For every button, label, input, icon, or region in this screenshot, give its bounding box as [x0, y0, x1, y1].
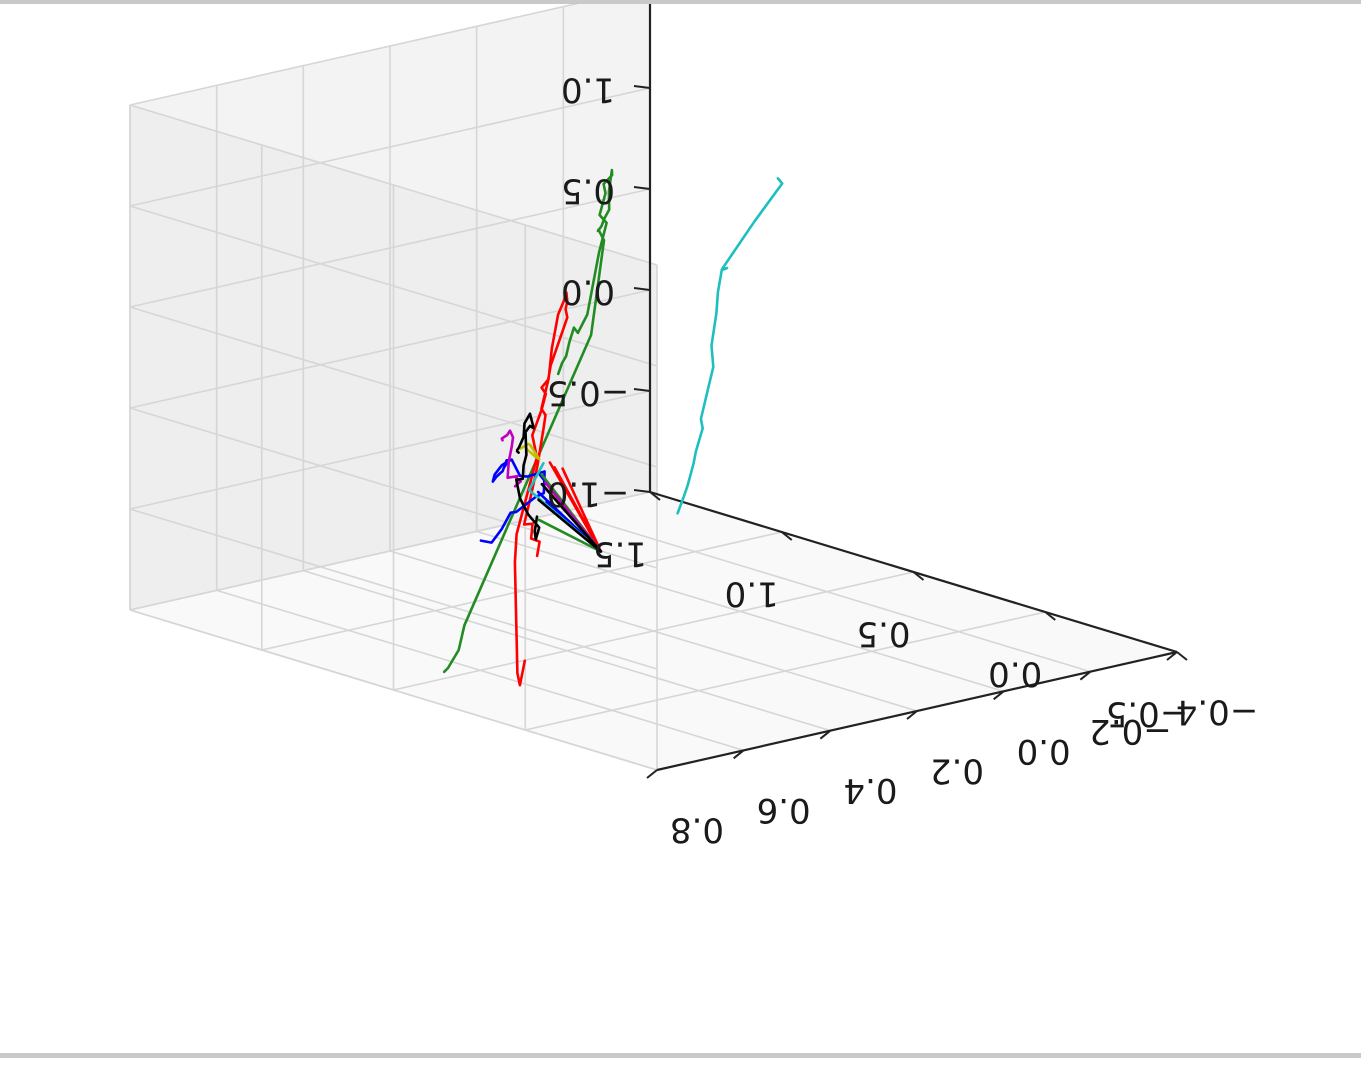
y-tick-label: 1.5	[593, 534, 647, 574]
y-tick	[649, 491, 661, 501]
x-tick-label: −0.4	[1176, 692, 1259, 732]
axis-lines	[633, 0, 1188, 779]
x-tick	[1166, 651, 1178, 661]
x-tick	[993, 690, 1005, 701]
x-tick	[1079, 670, 1091, 681]
z-tick-label: 0.0	[561, 272, 615, 312]
y-tick	[912, 571, 925, 581]
z-tick	[633, 287, 651, 291]
series-line-7	[514, 412, 541, 541]
grid-x-floor	[303, 569, 831, 732]
grid-x-floor	[563, 510, 1091, 673]
series-line-1	[676, 177, 784, 515]
grid-x-floor	[216, 589, 744, 752]
z-tick	[633, 388, 651, 392]
series-line-2	[442, 168, 614, 674]
grid-x-floor	[476, 530, 1004, 693]
y-tick-label: −0.5	[1106, 694, 1189, 734]
x-tick	[906, 710, 918, 720]
x-tick-label: −0.2	[1089, 711, 1172, 751]
series-line-4	[479, 458, 546, 544]
y-tick-label: 0.5	[856, 614, 910, 654]
data-series	[442, 168, 784, 687]
x-tick	[733, 749, 745, 760]
top-border	[0, 0, 1361, 4]
x-tick-label: 0.6	[757, 790, 811, 830]
y-tick	[781, 531, 793, 541]
tick-labels: −1.0 −0.5 0.0 0.5 1.0 1.5 −0.5 0.0 0.5 1.0 1.5 −0.4…	[547, 0, 1259, 850]
x-tick-label: 0.8	[670, 810, 724, 850]
z-tick-label: 1.0	[561, 70, 615, 110]
x-tick-label: 0.4	[843, 770, 897, 810]
y-tick	[1176, 651, 1188, 661]
y-tick-label: 0.0	[988, 654, 1042, 694]
grid-x-floor	[129, 609, 658, 771]
series-line-5	[500, 429, 523, 488]
y-tick	[1044, 611, 1056, 621]
series-line-13	[537, 482, 603, 553]
x-tick	[646, 769, 658, 779]
z-tick-label: 1.5	[561, 0, 615, 9]
z-tick	[633, 186, 651, 190]
x-tick-label: 0.0	[1017, 731, 1071, 771]
grid-x-floor	[389, 550, 918, 712]
x-tick-label: 0.2	[930, 751, 984, 791]
z-tick-label: 0.5	[561, 171, 615, 211]
z-tick-label: −1.0	[547, 474, 630, 514]
y-tick-label: 1.0	[725, 574, 779, 614]
z-tick	[633, 489, 651, 493]
z-tick	[633, 85, 651, 89]
z-tick-label: −0.5	[547, 373, 630, 413]
x-tick	[819, 729, 831, 740]
bottom-border	[0, 1053, 1361, 1058]
